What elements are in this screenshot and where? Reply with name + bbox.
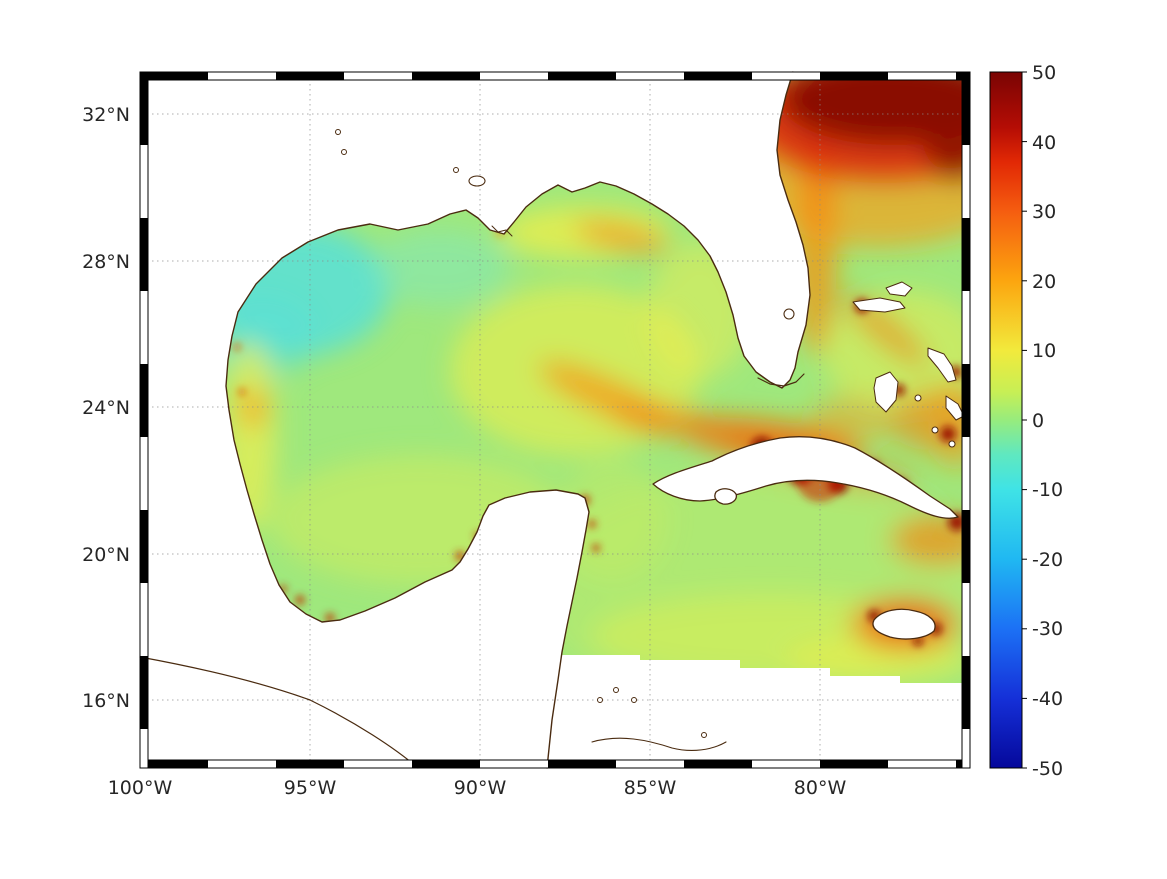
colorbar-tick-label: 0 [1032, 410, 1044, 432]
colorbar-tick-label: 40 [1032, 132, 1056, 154]
colorbar-labels: 50 40 30 20 10 0 -10 -20 -30 -40 -50 [1032, 62, 1063, 780]
x-tick-label: 100°W [108, 777, 173, 799]
island-cay [597, 697, 603, 703]
y-tick-label: 24°N [82, 397, 130, 419]
colorbar-tick-label: 50 [1032, 62, 1056, 84]
island-cuba [652, 436, 959, 519]
colorbar: 50 40 30 20 10 0 -10 -20 -30 -40 -50 [989, 62, 1063, 780]
x-tick-label: 80°W [794, 777, 847, 799]
island-cay [631, 697, 637, 703]
x-tick-label: 85°W [624, 777, 677, 799]
island-eleuthera [927, 347, 957, 383]
colorbar-tick-label: 10 [1032, 340, 1056, 362]
y-tick-label: 16°N [82, 690, 130, 712]
inland-lake [453, 167, 459, 173]
colorbar-ticks [1022, 71, 1027, 769]
y-tick-label: 20°N [82, 544, 130, 566]
y-axis-labels: 32°N 28°N 24°N 20°N 16°N [82, 104, 130, 712]
island-jamaica [872, 608, 936, 640]
coastlines [139, 71, 811, 769]
x-axis-labels: 100°W 95°W 90°W 85°W 80°W [108, 777, 847, 799]
inland-lake [341, 149, 347, 155]
land-mainland [140, 72, 810, 768]
island-cay [948, 440, 956, 448]
x-tick-label: 95°W [284, 777, 337, 799]
honduras-coastline [591, 737, 727, 751]
colorbar-tick-label: -10 [1032, 479, 1063, 501]
map-frame [139, 71, 971, 769]
florida-keys [757, 373, 805, 387]
colorbar-tick-label: -50 [1032, 758, 1063, 780]
colorbar-tick-label: 20 [1032, 271, 1056, 293]
x-tick-label: 90°W [454, 777, 507, 799]
island-andros [873, 371, 899, 413]
colorbar-tick-label: -30 [1032, 618, 1063, 640]
island-long-island [945, 395, 965, 421]
islands [335, 129, 965, 738]
colorbar-tick-label: 30 [1032, 201, 1056, 223]
island-grand-bahama [852, 297, 906, 313]
island-cay [701, 732, 707, 738]
graticule [142, 74, 968, 766]
y-tick-label: 28°N [82, 251, 130, 273]
y-tick-label: 32°N [82, 104, 130, 126]
island-cay [914, 394, 922, 402]
island-abaco [885, 281, 913, 297]
colorbar-gradient [989, 71, 1023, 769]
inland-lake [335, 129, 341, 135]
mississippi-delta-detail [491, 225, 513, 237]
island-isla-juventud [714, 488, 737, 505]
lake-pontchartrain [468, 175, 486, 187]
island-cay [931, 426, 939, 434]
colorbar-tick-label: -40 [1032, 688, 1063, 710]
no-data-south-mask [547, 655, 970, 768]
pacific-coastline [139, 656, 419, 769]
island-cay [613, 687, 619, 693]
colorbar-tick-label: -20 [1032, 549, 1063, 571]
lake-okeechobee [783, 308, 795, 320]
